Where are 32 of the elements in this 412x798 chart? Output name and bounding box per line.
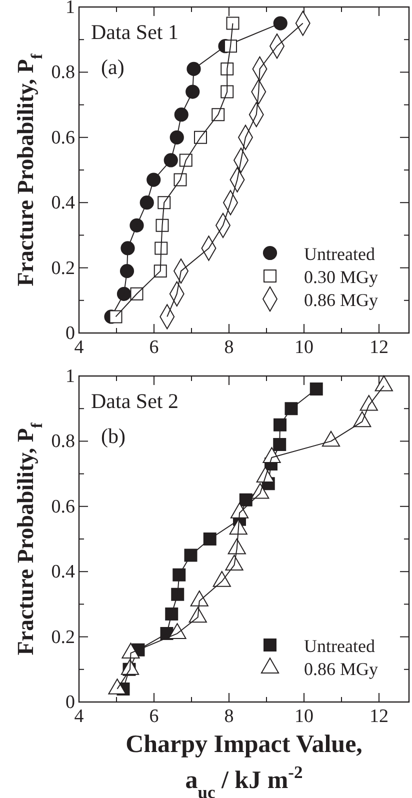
y-tick-label: 0.2 (51, 626, 75, 648)
x-tick-label: 10 (294, 337, 314, 358)
x-tick-label: 4 (74, 706, 84, 727)
annotation: (a) (101, 55, 124, 79)
annotation: Data Set 1 (91, 20, 178, 44)
annotation: (b) (101, 424, 126, 448)
y-tick-label: 1 (66, 366, 75, 387)
legend-label: 0.86 MGy (304, 290, 378, 310)
legend-label: 0.30 MGy (304, 267, 378, 287)
x-tick-label: 8 (224, 706, 234, 727)
x-tick-label: 6 (149, 337, 159, 358)
legend-label: Untreated (304, 244, 375, 264)
y-tick-label: 0 (66, 323, 75, 344)
legend-label: Untreated (304, 636, 375, 656)
y-tick-label: 0.8 (51, 431, 75, 452)
x-axis-title: Charpy Impact Value, a$_{uc}$ / kJ m$^{-2}$ (126, 731, 362, 798)
x-tick-label: 12 (370, 337, 388, 358)
y-tick-label: 1 (66, 0, 75, 18)
x-tick-label: 4 (74, 337, 84, 358)
legend-label: 0.86 MGy (304, 659, 378, 679)
annotation: Data Set 2 (91, 389, 178, 413)
x-tick-label: 8 (224, 337, 234, 358)
y-tick-label: 0.4 (51, 562, 76, 583)
y-tick-label: 0.6 (51, 127, 75, 148)
y-tick-label: 0.6 (51, 496, 75, 518)
x-tick-label: 6 (149, 706, 159, 727)
y-tick-label: 0 (66, 692, 75, 713)
y-tick-label: 0.4 (51, 192, 76, 214)
y-tick-label: 0.2 (51, 258, 75, 279)
y-tick-label: 0.8 (51, 62, 75, 84)
x-tick-label: 12 (370, 706, 388, 727)
x-tick-label: 10 (294, 706, 314, 727)
